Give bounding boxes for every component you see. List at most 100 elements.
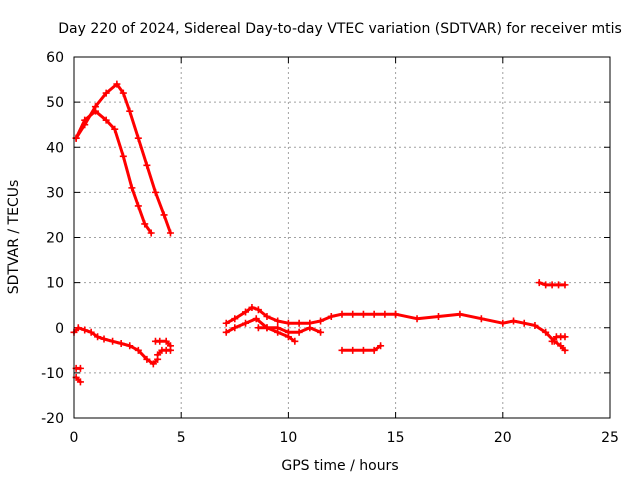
data-point <box>252 315 260 323</box>
data-point <box>134 134 142 142</box>
data-point <box>295 319 303 327</box>
data-point <box>295 328 303 336</box>
y-tick-label: 60 <box>46 50 64 66</box>
y-tick-label: 20 <box>46 231 64 247</box>
data-point <box>222 319 230 327</box>
data-point <box>542 281 550 289</box>
x-tick-label: 15 <box>387 430 405 446</box>
data-point <box>126 107 134 115</box>
data-point <box>381 310 389 318</box>
data-point <box>477 315 485 323</box>
y-tick-labels: -20 -10 0 10 20 30 40 50 60 <box>41 50 64 427</box>
series-arc-d <box>154 346 174 359</box>
data-point <box>561 281 569 289</box>
series-arc-m <box>548 333 569 345</box>
data-point <box>561 333 569 341</box>
x-tick-labels: 0 5 10 15 20 25 <box>70 430 619 446</box>
data-point <box>327 312 335 320</box>
data-point <box>392 310 400 318</box>
data-point <box>370 346 378 354</box>
data-point <box>548 337 556 345</box>
data-point <box>126 342 134 350</box>
data-point <box>338 346 346 354</box>
y-tick-label: 0 <box>55 321 64 337</box>
data-point <box>359 310 367 318</box>
data-point <box>291 337 299 345</box>
data-point <box>531 321 539 329</box>
series-arc-e <box>151 337 174 350</box>
data-point <box>149 360 157 368</box>
data-point <box>231 324 239 332</box>
series-line <box>394 312 567 352</box>
x-tick-label: 0 <box>70 430 79 446</box>
grid-lines <box>74 57 610 418</box>
data-point <box>166 342 174 350</box>
plot-frame <box>73 56 611 419</box>
series-line <box>256 326 297 343</box>
data-point <box>222 328 230 336</box>
data-point <box>248 303 256 311</box>
data-series <box>70 80 569 386</box>
data-point <box>160 211 168 219</box>
data-point <box>119 152 127 160</box>
series-line <box>224 317 323 334</box>
data-point <box>274 317 282 325</box>
data-point <box>254 306 262 314</box>
series-arc-k <box>338 342 385 354</box>
data-point <box>76 378 84 386</box>
data-point <box>377 342 385 350</box>
data-point <box>143 161 151 169</box>
data-point <box>349 346 357 354</box>
data-point <box>520 319 528 327</box>
data-point <box>535 279 543 287</box>
x-tick-label: 5 <box>177 430 186 446</box>
data-point <box>359 346 367 354</box>
y-axis-label: SDTVAR / TECUs <box>6 180 22 295</box>
data-point <box>147 229 155 237</box>
x-tick-label: 20 <box>494 430 512 446</box>
data-point <box>76 364 84 372</box>
y-tick-label: 50 <box>46 95 64 111</box>
data-point <box>555 281 563 289</box>
chart-title: Day 220 of 2024, Sidereal Day-to-day VTE… <box>58 21 622 37</box>
data-point <box>113 80 121 88</box>
series-line <box>72 326 160 366</box>
series-line <box>74 109 153 235</box>
data-point <box>263 324 271 332</box>
y-tick-label: -20 <box>41 411 64 427</box>
data-point <box>134 346 142 354</box>
data-point <box>143 355 151 363</box>
data-point <box>231 315 239 323</box>
data-point <box>151 188 159 196</box>
data-point <box>306 324 314 332</box>
data-point <box>254 324 262 332</box>
data-point <box>542 328 550 336</box>
data-point <box>284 333 292 341</box>
data-point <box>128 184 136 192</box>
data-point <box>87 328 95 336</box>
y-tick-label: 40 <box>46 140 64 156</box>
data-point <box>510 317 518 325</box>
data-point <box>141 220 149 228</box>
data-point <box>548 281 556 289</box>
series-arc-b <box>72 107 155 237</box>
data-point <box>117 340 125 348</box>
data-point <box>338 310 346 318</box>
data-point <box>456 310 464 318</box>
x-axis-label: GPS time / hours <box>281 458 398 474</box>
data-point <box>561 346 569 354</box>
series-arc-l <box>392 310 569 354</box>
series-line <box>74 82 172 235</box>
data-point <box>370 310 378 318</box>
data-point <box>119 89 127 97</box>
data-point <box>162 337 170 345</box>
data-point <box>134 202 142 210</box>
x-tick-label: 25 <box>601 430 619 446</box>
series-arc-n <box>535 279 569 289</box>
series-arc-j <box>254 324 299 345</box>
data-point <box>317 317 325 325</box>
y-tick-label: 10 <box>46 276 64 292</box>
y-tick-label: -10 <box>41 366 64 382</box>
data-point <box>284 319 292 327</box>
